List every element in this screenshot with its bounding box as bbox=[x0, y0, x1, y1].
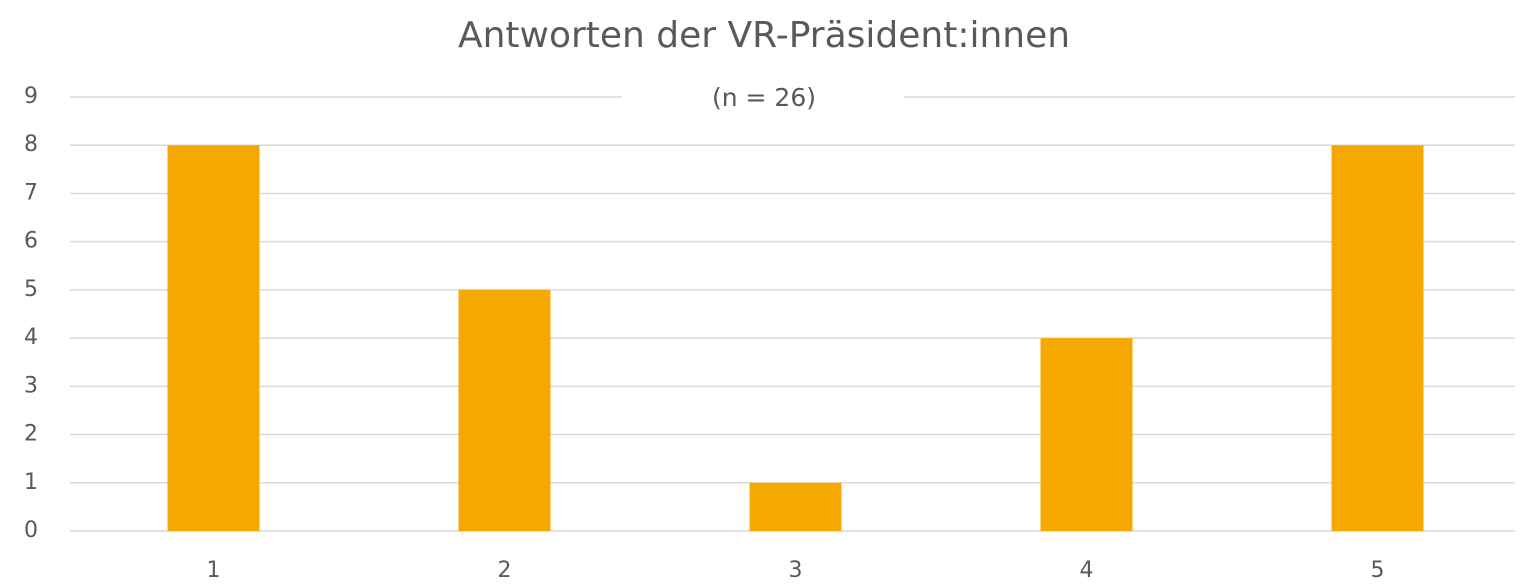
y-tick-label: 8 bbox=[24, 132, 38, 157]
x-tick-label: 4 bbox=[1080, 558, 1094, 583]
bars bbox=[167, 145, 1424, 531]
x-tick-label: 1 bbox=[207, 558, 221, 583]
y-tick-label: 9 bbox=[24, 84, 38, 109]
subtitle-background bbox=[622, 76, 904, 120]
x-tick-label: 3 bbox=[789, 558, 803, 583]
bar bbox=[1331, 145, 1424, 531]
x-tick-label: 2 bbox=[498, 558, 512, 583]
bar bbox=[749, 482, 842, 531]
y-tick-label: 6 bbox=[24, 229, 38, 254]
y-tick-label: 5 bbox=[24, 277, 38, 302]
chart-subtitle: (n = 26) bbox=[712, 83, 816, 112]
bar bbox=[167, 145, 260, 531]
y-tick-label: 1 bbox=[24, 470, 38, 495]
bar bbox=[1040, 338, 1133, 531]
bar bbox=[458, 289, 551, 531]
y-tick-label: 3 bbox=[24, 373, 38, 398]
y-tick-label: 7 bbox=[24, 180, 38, 205]
chart-title: Antworten der VR-Präsident:innen bbox=[458, 15, 1070, 56]
y-tick-label: 2 bbox=[24, 422, 38, 447]
y-tick-label: 4 bbox=[24, 325, 38, 350]
y-tick-label: 0 bbox=[24, 518, 38, 543]
x-tick-label: 5 bbox=[1371, 558, 1385, 583]
